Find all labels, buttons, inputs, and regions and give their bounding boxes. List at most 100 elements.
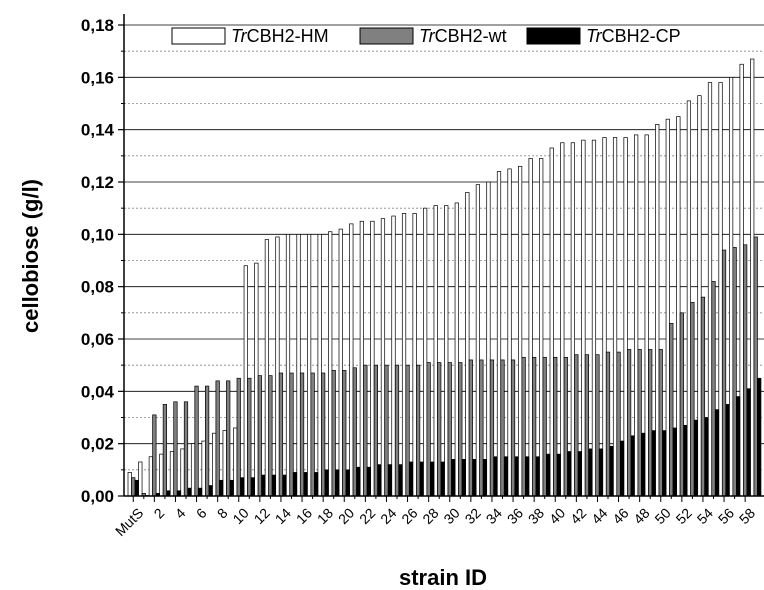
bar [704, 417, 709, 497]
bar [345, 469, 350, 497]
bar [683, 425, 688, 497]
bar [556, 453, 561, 497]
bar [697, 95, 702, 497]
bar [250, 477, 255, 497]
bar [328, 231, 333, 497]
bar [655, 124, 660, 497]
bar [482, 459, 487, 497]
bar [549, 147, 554, 497]
bar [500, 359, 505, 497]
bar [757, 377, 762, 497]
bar [331, 370, 336, 497]
bar [630, 435, 635, 497]
bar [598, 448, 604, 497]
bar [243, 265, 248, 497]
bar [693, 419, 699, 497]
bar [317, 233, 322, 497]
bar [648, 349, 653, 497]
bar [496, 171, 502, 497]
bar [405, 364, 410, 497]
bar [257, 375, 262, 497]
bar [299, 372, 305, 497]
bar [261, 474, 266, 497]
bar [314, 472, 319, 497]
legend-label: TrCBH2-HM [231, 26, 329, 46]
bar [486, 181, 491, 497]
bar [651, 430, 656, 497]
y-ticks: 0,00 0,02 0,04 0,06 0,08 0,10 0,12 0,14 0,16 0,18 [81, 16, 124, 506]
bar [289, 372, 294, 497]
bar [384, 364, 389, 497]
bar [423, 207, 428, 497]
bar [591, 139, 597, 497]
bar [127, 472, 132, 497]
y-tick-label: 0,06 [81, 330, 114, 349]
bar [634, 134, 639, 497]
bar [268, 375, 273, 497]
bar [567, 451, 572, 497]
bar [419, 461, 424, 497]
bar [363, 364, 368, 497]
bar [380, 218, 386, 497]
legend-swatch [171, 27, 226, 45]
bar [212, 432, 217, 497]
bar [595, 354, 600, 497]
bar [563, 356, 568, 497]
bar [637, 349, 642, 497]
legend-item: TrCBH2-wt [359, 26, 507, 46]
bar [644, 134, 649, 497]
bar [718, 82, 723, 497]
bar [366, 466, 371, 497]
bar [711, 281, 716, 497]
bar [226, 380, 231, 497]
bar [159, 453, 164, 497]
bar [514, 456, 519, 497]
bar [173, 401, 178, 497]
x-axis-label: strain ID [399, 565, 487, 590]
bar [451, 459, 456, 497]
bar [503, 456, 509, 497]
bar [553, 356, 558, 497]
bar [433, 205, 438, 497]
bar [458, 362, 463, 497]
y-tick-label: 0,04 [81, 382, 115, 401]
bar [278, 372, 284, 497]
bar [743, 244, 748, 497]
bar [197, 487, 203, 497]
bar [229, 479, 234, 497]
bar [641, 432, 646, 497]
bar [602, 137, 607, 497]
bar [510, 359, 516, 497]
bar [605, 351, 611, 497]
bar [138, 461, 143, 497]
bar [690, 302, 695, 497]
legend-label: TrCBH2-wt [419, 26, 507, 46]
bar [296, 233, 301, 497]
bar [310, 372, 315, 497]
bar [517, 165, 523, 497]
bar [475, 184, 480, 497]
bar [201, 440, 206, 497]
bar [236, 377, 241, 497]
bar [612, 137, 618, 497]
bar [560, 142, 565, 497]
bar [665, 118, 670, 497]
bar [732, 247, 737, 497]
bar [753, 236, 758, 497]
bar [387, 464, 393, 497]
bar [707, 82, 713, 497]
bar [176, 490, 182, 497]
bar [240, 477, 245, 497]
bar [401, 213, 407, 497]
bar [444, 205, 449, 497]
bar [440, 461, 445, 497]
y-tick-label: 0,16 [81, 68, 114, 87]
y-tick-label: 0,12 [81, 173, 114, 192]
bar [658, 349, 663, 497]
legend-swatch [526, 27, 581, 45]
bar [190, 443, 196, 497]
bar [205, 385, 210, 497]
axes [123, 14, 764, 497]
bar [166, 490, 171, 497]
bar [426, 362, 431, 497]
